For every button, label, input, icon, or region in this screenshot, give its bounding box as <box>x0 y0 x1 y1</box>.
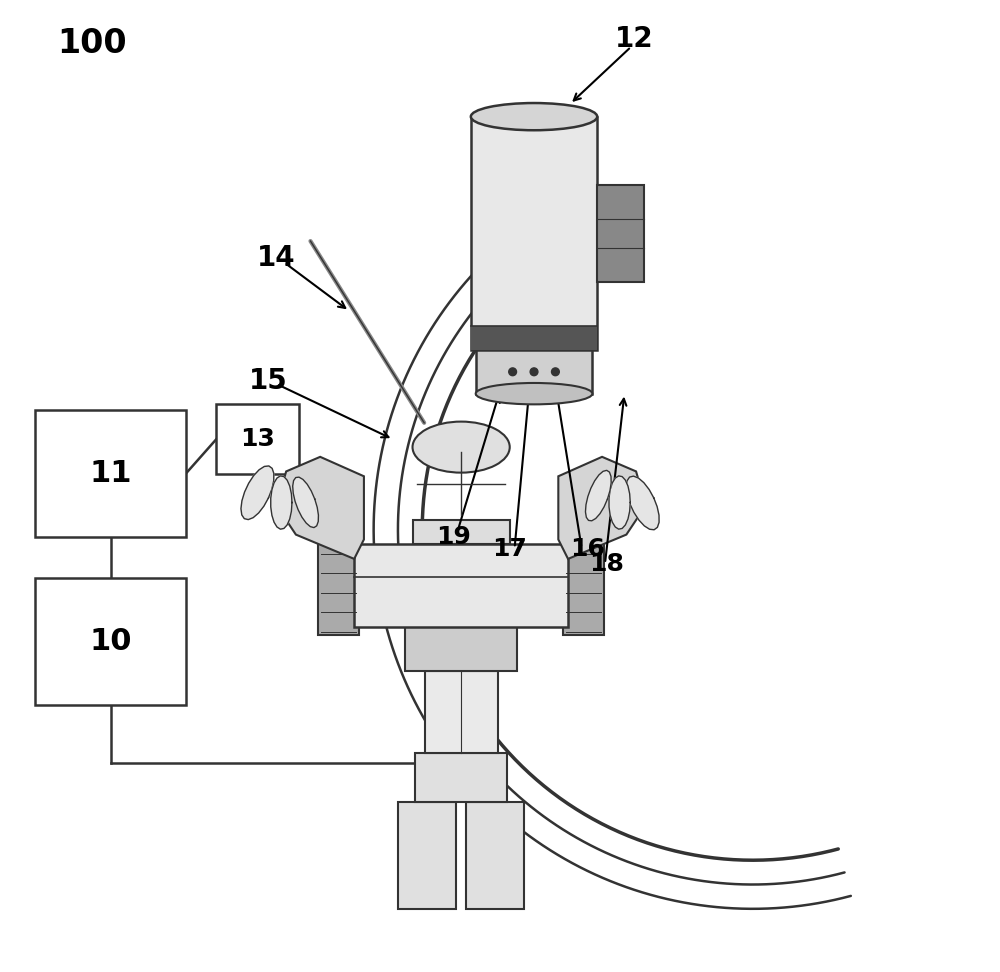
Bar <box>398 802 456 909</box>
Ellipse shape <box>476 383 592 404</box>
Text: 14: 14 <box>257 244 296 271</box>
Bar <box>471 117 597 350</box>
Polygon shape <box>585 470 611 521</box>
Text: 13: 13 <box>240 428 275 451</box>
Bar <box>471 326 597 350</box>
Polygon shape <box>241 466 274 520</box>
Bar <box>405 627 517 671</box>
Text: 15: 15 <box>249 367 288 395</box>
Bar <box>476 350 592 394</box>
Polygon shape <box>626 476 659 530</box>
Bar <box>318 538 359 635</box>
Bar <box>425 671 498 753</box>
Polygon shape <box>271 476 292 529</box>
Bar <box>216 404 299 474</box>
Bar <box>415 753 507 802</box>
Circle shape <box>530 368 538 376</box>
Polygon shape <box>276 457 364 559</box>
Bar <box>354 544 568 627</box>
Text: 18: 18 <box>589 552 624 575</box>
Text: 11: 11 <box>89 459 132 488</box>
Bar <box>563 538 604 635</box>
Bar <box>466 802 524 909</box>
Text: 16: 16 <box>570 538 605 561</box>
Circle shape <box>509 368 517 376</box>
Bar <box>35 578 186 705</box>
Bar <box>597 185 644 282</box>
Ellipse shape <box>471 103 597 130</box>
Text: 17: 17 <box>492 538 527 561</box>
Bar <box>413 520 510 544</box>
Polygon shape <box>609 476 630 529</box>
Text: 100: 100 <box>58 27 127 60</box>
Circle shape <box>552 368 559 376</box>
Polygon shape <box>293 477 318 528</box>
Polygon shape <box>558 457 646 559</box>
Text: 10: 10 <box>89 627 132 656</box>
Ellipse shape <box>413 422 510 472</box>
Text: 12: 12 <box>615 25 653 52</box>
Text: 19: 19 <box>436 525 471 548</box>
Bar <box>35 410 186 537</box>
